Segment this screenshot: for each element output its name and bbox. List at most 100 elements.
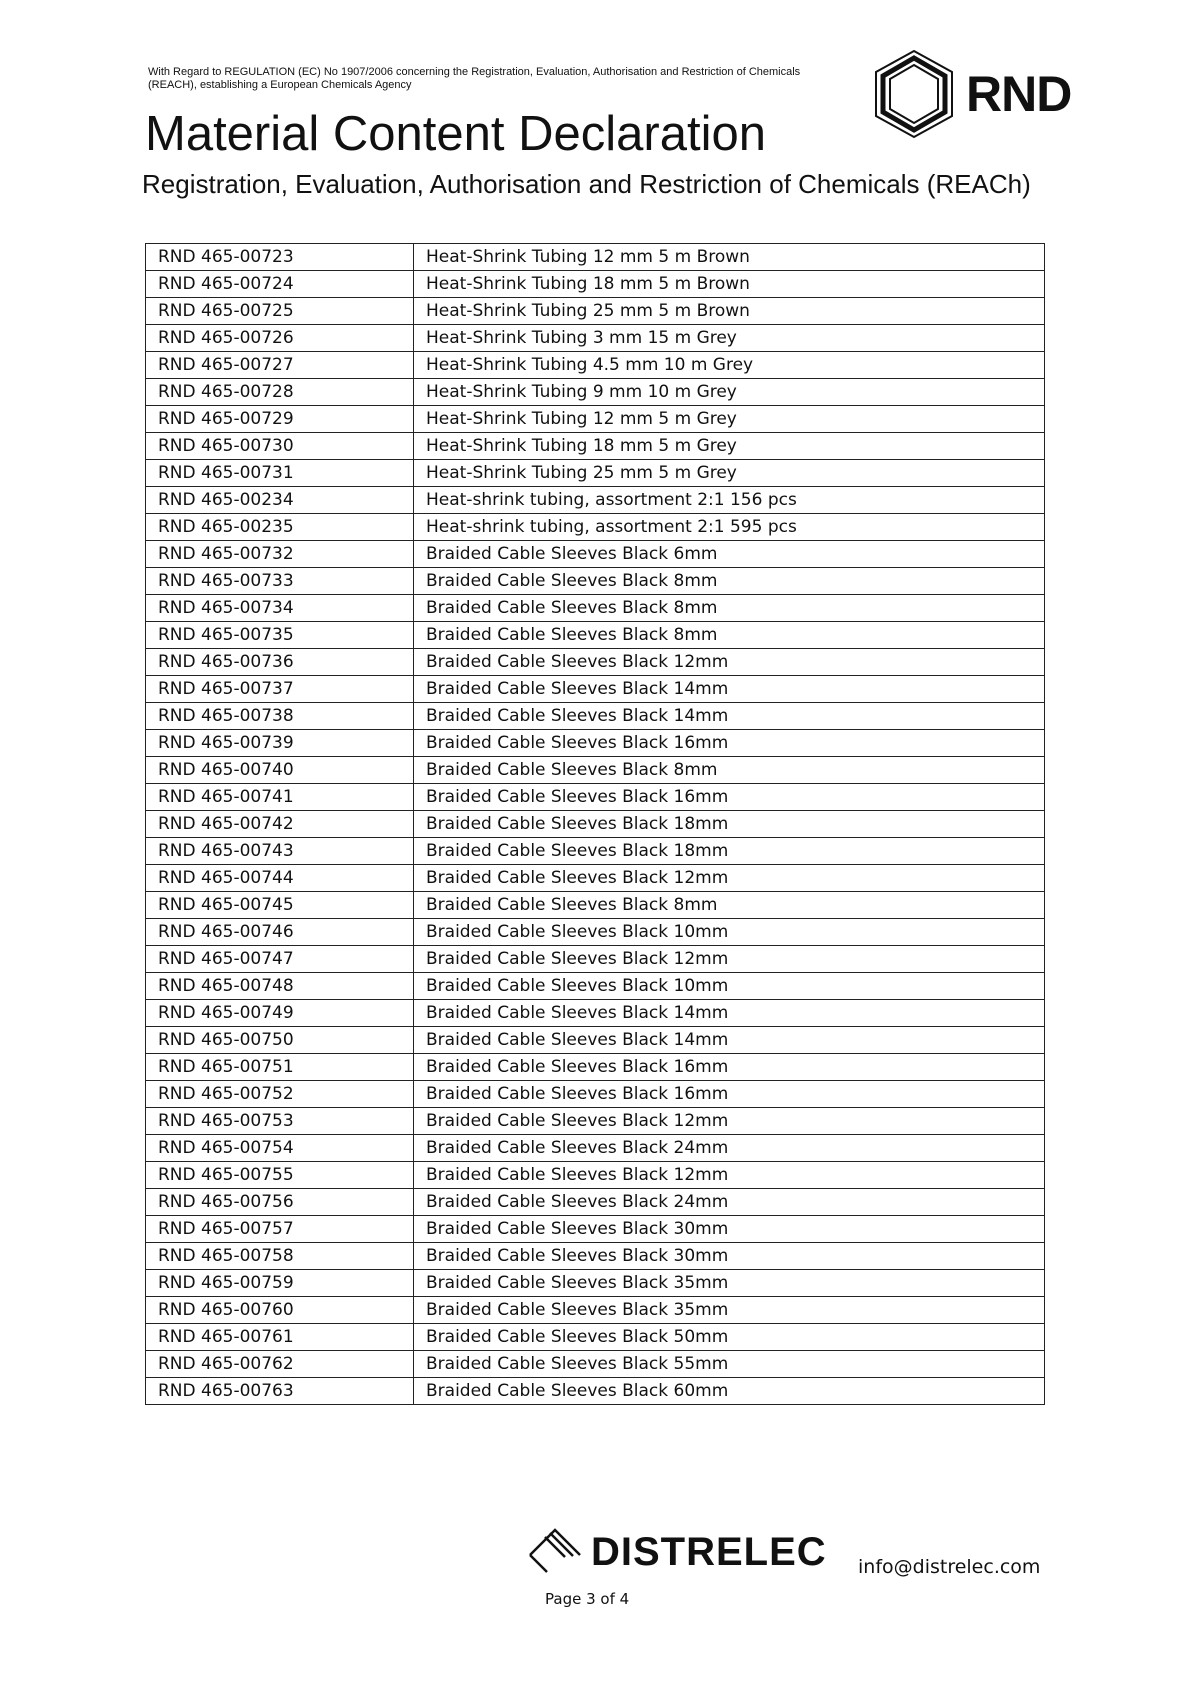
table-row: RND 465-00746 Braided Cable Sleeves Black…: [145, 918, 1045, 946]
page-number: Page 3 of 4: [545, 1590, 630, 1608]
product-description: Braided Cable Sleeves Black 35mm: [413, 1296, 1045, 1324]
product-code: RND 465-00761: [145, 1323, 414, 1351]
product-description: Heat-Shrink Tubing 12 mm 5 m Grey: [413, 405, 1045, 433]
product-description: Braided Cable Sleeves Black 8mm: [413, 567, 1045, 595]
table-row: RND 465-00726 Heat-Shrink Tubing 3 mm 15 …: [145, 324, 1045, 352]
product-code: RND 465-00739: [145, 729, 414, 757]
product-code: RND 465-00756: [145, 1188, 414, 1216]
table-row: RND 465-00729 Heat-Shrink Tubing 12 mm 5 …: [145, 405, 1045, 433]
product-code: RND 465-00758: [145, 1242, 414, 1270]
product-description: Braided Cable Sleeves Black 16mm: [413, 1053, 1045, 1081]
product-description: Braided Cable Sleeves Black 6mm: [413, 540, 1045, 568]
product-description: Heat-Shrink Tubing 18 mm 5 m Brown: [413, 270, 1045, 298]
distrelec-emblem-icon: [529, 1528, 581, 1573]
product-code: RND 465-00731: [145, 459, 414, 487]
table-row: RND 465-00733 Braided Cable Sleeves Black…: [145, 567, 1045, 595]
table-row: RND 465-00753 Braided Cable Sleeves Black…: [145, 1107, 1045, 1135]
table-row: RND 465-00739 Braided Cable Sleeves Black…: [145, 729, 1045, 757]
product-description: Braided Cable Sleeves Black 30mm: [413, 1242, 1045, 1270]
product-code: RND 465-00749: [145, 999, 414, 1027]
product-code: RND 465-00753: [145, 1107, 414, 1135]
table-row: RND 465-00744 Braided Cable Sleeves Black…: [145, 864, 1045, 892]
product-description: Braided Cable Sleeves Black 60mm: [413, 1377, 1045, 1405]
table-row: RND 465-00757 Braided Cable Sleeves Black…: [145, 1215, 1045, 1243]
product-description: Braided Cable Sleeves Black 14mm: [413, 1026, 1045, 1054]
page-title: Material Content Declaration: [145, 107, 766, 161]
table-row: RND 465-00234 Heat-shrink tubing, assortm…: [145, 486, 1045, 514]
product-description: Braided Cable Sleeves Black 8mm: [413, 594, 1045, 622]
table-row: RND 465-00761 Braided Cable Sleeves Black…: [145, 1323, 1045, 1351]
product-description: Braided Cable Sleeves Black 10mm: [413, 972, 1045, 1000]
product-code: RND 465-00737: [145, 675, 414, 703]
product-code: RND 465-00741: [145, 783, 414, 811]
product-code: RND 465-00746: [145, 918, 414, 946]
table-row: RND 465-00763 Braided Cable Sleeves Black…: [145, 1377, 1045, 1405]
table-row: RND 465-00762 Braided Cable Sleeves Black…: [145, 1350, 1045, 1378]
rnd-logo: RND: [868, 48, 1072, 140]
table-row: RND 465-00731 Heat-Shrink Tubing 25 mm 5 …: [145, 459, 1045, 487]
product-description: Braided Cable Sleeves Black 30mm: [413, 1215, 1045, 1243]
table-row: RND 465-00754 Braided Cable Sleeves Black…: [145, 1134, 1045, 1162]
product-code: RND 465-00763: [145, 1377, 414, 1405]
table-row: RND 465-00736 Braided Cable Sleeves Black…: [145, 648, 1045, 676]
table-row: RND 465-00750 Braided Cable Sleeves Black…: [145, 1026, 1045, 1054]
table-row: RND 465-00735 Braided Cable Sleeves Black…: [145, 621, 1045, 649]
table-row: RND 465-00751 Braided Cable Sleeves Black…: [145, 1053, 1045, 1081]
product-description: Heat-Shrink Tubing 25 mm 5 m Brown: [413, 297, 1045, 325]
table-row: RND 465-00741 Braided Cable Sleeves Black…: [145, 783, 1045, 811]
product-code: RND 465-00733: [145, 567, 414, 595]
contact-email[interactable]: info@distrelec.com: [858, 1556, 1041, 1578]
product-code: RND 465-00750: [145, 1026, 414, 1054]
table-row: RND 465-00235 Heat-shrink tubing, assortm…: [145, 513, 1045, 541]
product-description: Heat-Shrink Tubing 3 mm 15 m Grey: [413, 324, 1045, 352]
product-code: RND 465-00744: [145, 864, 414, 892]
distrelec-logo: DISTRELEC: [525, 1525, 827, 1575]
product-code: RND 465-00234: [145, 486, 414, 514]
table-row: RND 465-00760 Braided Cable Sleeves Black…: [145, 1296, 1045, 1324]
product-code: RND 465-00757: [145, 1215, 414, 1243]
table-row: RND 465-00725 Heat-Shrink Tubing 25 mm 5 …: [145, 297, 1045, 325]
table-row: RND 465-00752 Braided Cable Sleeves Black…: [145, 1080, 1045, 1108]
product-description: Braided Cable Sleeves Black 16mm: [413, 1080, 1045, 1108]
product-description: Braided Cable Sleeves Black 24mm: [413, 1134, 1045, 1162]
product-code: RND 465-00755: [145, 1161, 414, 1189]
product-code: RND 465-00725: [145, 297, 414, 325]
product-description: Braided Cable Sleeves Black 12mm: [413, 945, 1045, 973]
table-row: RND 465-00730 Heat-Shrink Tubing 18 mm 5 …: [145, 432, 1045, 460]
product-code: RND 465-00742: [145, 810, 414, 838]
table-row: RND 465-00740 Braided Cable Sleeves Black…: [145, 756, 1045, 784]
product-description: Braided Cable Sleeves Black 18mm: [413, 837, 1045, 865]
product-code: RND 465-00723: [145, 243, 414, 271]
product-description: Braided Cable Sleeves Black 14mm: [413, 675, 1045, 703]
product-code: RND 465-00740: [145, 756, 414, 784]
product-description: Braided Cable Sleeves Black 14mm: [413, 702, 1045, 730]
table-row: RND 465-00758 Braided Cable Sleeves Black…: [145, 1242, 1045, 1270]
table-row: RND 465-00743 Braided Cable Sleeves Black…: [145, 837, 1045, 865]
product-description: Heat-Shrink Tubing 25 mm 5 m Grey: [413, 459, 1045, 487]
rnd-logo-text: RND: [966, 66, 1072, 122]
product-description: Heat-shrink tubing, assortment 2:1 156 p…: [413, 486, 1045, 514]
product-code: RND 465-00762: [145, 1350, 414, 1378]
product-code: RND 465-00724: [145, 270, 414, 298]
product-description: Braided Cable Sleeves Black 50mm: [413, 1323, 1045, 1351]
product-description: Braided Cable Sleeves Black 16mm: [413, 783, 1045, 811]
table-row: RND 465-00723 Heat-Shrink Tubing 12 mm 5 …: [145, 243, 1045, 271]
table-row: RND 465-00759 Braided Cable Sleeves Black…: [145, 1269, 1045, 1297]
table-row: RND 465-00748 Braided Cable Sleeves Black…: [145, 972, 1045, 1000]
product-code: RND 465-00732: [145, 540, 414, 568]
product-description: Braided Cable Sleeves Black 12mm: [413, 864, 1045, 892]
product-code: RND 465-00743: [145, 837, 414, 865]
table-row: RND 465-00742 Braided Cable Sleeves Black…: [145, 810, 1045, 838]
product-code: RND 465-00738: [145, 702, 414, 730]
product-code: RND 465-00736: [145, 648, 414, 676]
product-code: RND 465-00751: [145, 1053, 414, 1081]
product-code: RND 465-00730: [145, 432, 414, 460]
rnd-emblem-icon: [875, 49, 953, 139]
product-description: Braided Cable Sleeves Black 18mm: [413, 810, 1045, 838]
product-description: Heat-shrink tubing, assortment 2:1 595 p…: [413, 513, 1045, 541]
regulation-note: With Regard to REGULATION (EC) No 1907/2…: [148, 66, 801, 91]
page-subtitle: Registration, Evaluation, Authorisation …: [142, 169, 1031, 199]
table-row: RND 465-00724 Heat-Shrink Tubing 18 mm 5 …: [145, 270, 1045, 298]
product-description: Braided Cable Sleeves Black 35mm: [413, 1269, 1045, 1297]
product-description: Braided Cable Sleeves Black 12mm: [413, 1107, 1045, 1135]
